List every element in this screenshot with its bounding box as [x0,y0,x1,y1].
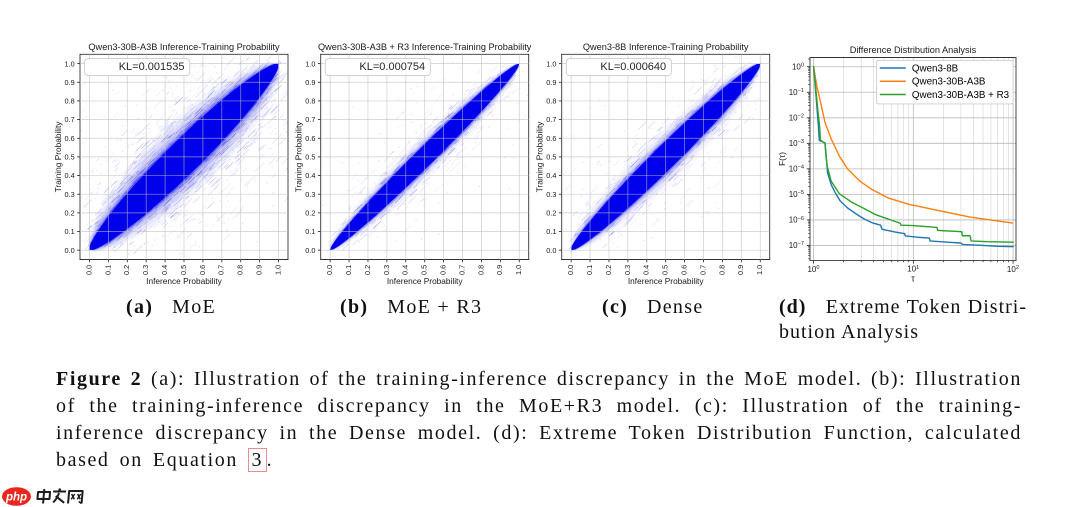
svg-text:0.9: 0.9 [255,265,264,275]
svg-text:0.8: 0.8 [305,97,315,106]
svg-text:1 0 −: 1 0 − 1 [789,79,805,99]
svg-text:0.0: 0.0 [65,246,75,255]
svg-text:0.5: 0.5 [546,153,556,162]
svg-text:0.7: 0.7 [698,265,707,275]
svg-text:0.2: 0.2 [604,265,613,275]
svg-text:0.6: 0.6 [439,265,448,275]
svg-text:KL=0.001535: KL=0.001535 [119,61,185,73]
svg-text:Training Probability: Training Probability [535,121,545,193]
svg-text:0.9: 0.9 [305,78,315,87]
svg-text:0.8: 0.8 [546,97,556,106]
svg-text:Training Probability: Training Probability [294,121,304,193]
svg-text:0.7: 0.7 [546,115,556,124]
svg-text:Difference Distribution Analys: Difference Distribution Analysis [850,45,977,55]
svg-text:1 0 −: 1 0 − 4 [789,156,805,176]
svg-text:0.2: 0.2 [122,265,131,275]
svg-text:Inference Probability: Inference Probability [146,276,222,286]
svg-text:0.6: 0.6 [198,265,207,275]
svg-text:1 0 −: 1 0 − 2 [789,105,805,125]
svg-text:0.2: 0.2 [363,265,372,275]
svg-text:0.5: 0.5 [179,265,188,275]
svg-text:Training Probability: Training Probability [53,121,63,193]
svg-text:0.8: 0.8 [476,265,485,275]
svg-text:τ: τ [911,274,915,284]
svg-text:KL=0.000754: KL=0.000754 [359,61,425,73]
svg-text:0.9: 0.9 [65,78,75,87]
svg-text:1.0: 1.0 [546,59,556,68]
svg-text:Qwen3-30B-A3B + R3: Qwen3-30B-A3B + R3 [912,90,1010,101]
svg-text:0.3: 0.3 [382,265,391,275]
svg-text:1 0 2: 1 0 2 [1007,259,1020,276]
svg-text:KL=0.000640: KL=0.000640 [600,61,666,73]
svg-text:1.0: 1.0 [65,59,75,68]
svg-text:Qwen3-30B-A3B: Qwen3-30B-A3B [912,77,986,88]
svg-text:0.0: 0.0 [325,265,334,275]
svg-text:0.0: 0.0 [305,246,315,255]
svg-text:0.4: 0.4 [642,265,651,275]
svg-text:1 0 0: 1 0 0 [792,57,805,74]
svg-text:0.3: 0.3 [141,265,150,275]
svg-text:0.3: 0.3 [623,265,632,275]
svg-text:0.3: 0.3 [305,190,315,199]
svg-text:0.7: 0.7 [65,115,75,124]
svg-text:0.5: 0.5 [661,265,670,275]
svg-text:0.4: 0.4 [546,171,556,180]
svg-text:Inference Probability: Inference Probability [628,276,704,286]
svg-text:0.0: 0.0 [566,265,575,275]
svg-text:php: php [5,492,27,504]
svg-text:0.9: 0.9 [546,78,556,87]
svg-text:1.0: 1.0 [273,265,282,275]
svg-text:0.1: 0.1 [65,227,75,236]
svg-text:0.7: 0.7 [457,265,466,275]
svg-text:0.6: 0.6 [546,134,556,143]
svg-text:0.4: 0.4 [401,265,410,275]
svg-text:0.8: 0.8 [65,97,75,106]
svg-text:0.2: 0.2 [305,209,315,218]
svg-text:1 0 −: 1 0 − 7 [789,232,805,252]
svg-text:0.0: 0.0 [84,265,93,275]
svg-text:0.5: 0.5 [420,265,429,275]
svg-text:1.0: 1.0 [305,59,315,68]
svg-text:0.4: 0.4 [305,171,315,180]
svg-text:0.1: 0.1 [585,265,594,275]
svg-text:0.2: 0.2 [65,209,75,218]
svg-text:0.2: 0.2 [546,209,556,218]
svg-text:0.1: 0.1 [103,265,112,275]
svg-text:0.9: 0.9 [736,265,745,275]
svg-text:0.5: 0.5 [305,153,315,162]
svg-text:0.1: 0.1 [344,265,353,275]
svg-text:1.0: 1.0 [755,265,764,275]
svg-text:F(τ): F(τ) [777,152,787,166]
svg-text:1 0 −: 1 0 − 5 [789,181,805,201]
svg-text:0.1: 0.1 [305,227,315,236]
svg-text:1.0: 1.0 [514,265,523,275]
svg-text:0.1: 0.1 [546,227,556,236]
svg-text:1 0 −: 1 0 − 6 [789,207,805,227]
svg-text:Qwen3-8B Inference-Training Pr: Qwen3-8B Inference-Training Probability [583,42,749,52]
svg-text:Qwen3-30B-A3B Inference-Traini: Qwen3-30B-A3B Inference-Training Probabi… [88,42,280,52]
svg-text:1 0 −: 1 0 − 3 [789,130,805,150]
svg-text:0.4: 0.4 [160,265,169,275]
svg-text:0.7: 0.7 [217,265,226,275]
svg-text:0.3: 0.3 [65,190,75,199]
svg-text:0.6: 0.6 [305,134,315,143]
svg-text:0.5: 0.5 [65,153,75,162]
svg-text:Qwen3-8B: Qwen3-8B [912,63,959,74]
svg-text:0.3: 0.3 [546,190,556,199]
svg-text:Inference Probability: Inference Probability [387,276,463,286]
svg-text:Qwen3-30B-A3B + R3 Inference-T: Qwen3-30B-A3B + R3 Inference-Training Pr… [318,42,532,52]
svg-text:0.8: 0.8 [717,265,726,275]
svg-text:0.6: 0.6 [680,265,689,275]
svg-text:0.7: 0.7 [305,115,315,124]
svg-text:0.6: 0.6 [65,134,75,143]
svg-text:1 0 0: 1 0 0 [807,259,820,276]
svg-text:0.9: 0.9 [495,265,504,275]
svg-text:0.0: 0.0 [546,246,556,255]
svg-text:1 0 1: 1 0 1 [907,259,920,276]
svg-text:0.4: 0.4 [65,171,75,180]
svg-text:0.8: 0.8 [236,265,245,275]
